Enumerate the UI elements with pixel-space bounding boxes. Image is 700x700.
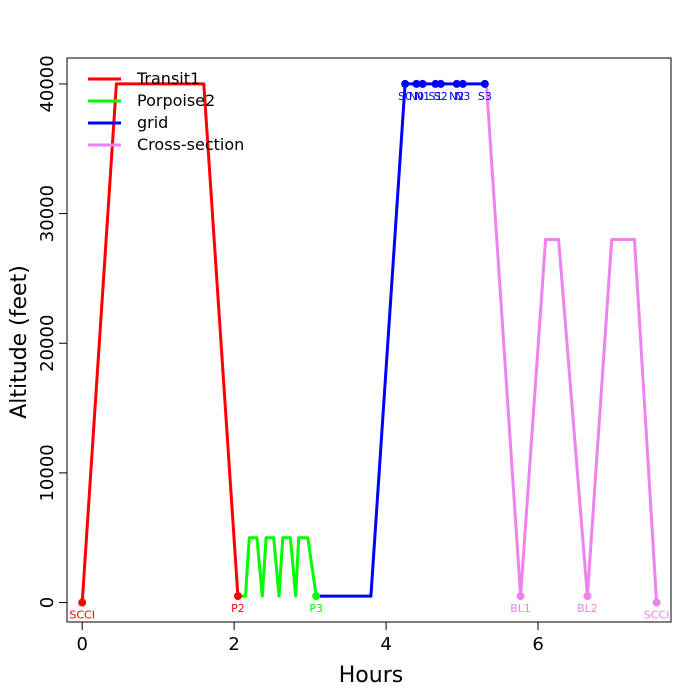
legend: Transit1 Porpoise2 grid Cross-section [88,69,244,154]
y-tick-label: 10000 [37,444,58,501]
y-tick-label: 40000 [37,55,58,112]
waypoint-label: S3 [478,90,492,103]
y-tick-label: 30000 [37,185,58,242]
series-line-cross-section [484,83,659,603]
waypoint-marker [233,592,242,601]
waypoint-marker [418,79,427,88]
x-axis-title: Hours [339,663,403,688]
legend-entry-label: grid [137,113,168,132]
waypoint-marker [516,592,525,601]
legend-entry-label: Cross-section [137,135,244,154]
waypoint-marker [312,592,321,601]
waypoint-marker [412,79,421,88]
waypoint-label: P3 [309,602,323,615]
waypoint-label: BL2 [577,602,598,615]
y-axis: 0 10000 20000 30000 40000 [37,55,67,608]
waypoint-marker [452,79,461,88]
waypoint-marker [458,79,467,88]
waypoint-marker [78,598,87,607]
x-tick-label: 6 [532,634,543,655]
waypoint-marker [436,79,445,88]
waypoint-label: N2 [449,90,464,103]
y-axis-title: Altitude (feet) [7,265,32,419]
legend-entry-label: Transit1 [136,69,200,88]
x-tick-label: 4 [380,634,391,655]
series-line-porpoise2 [237,536,318,598]
waypoint-label: S1 [428,90,442,103]
legend-entry-label: Porpoise2 [137,91,215,110]
waypoint-marker [480,79,489,88]
x-tick-label: 0 [76,634,87,655]
waypoint-label: N3 [455,90,470,103]
waypoint-marker [583,592,592,601]
waypoint-label: BL1 [510,602,531,615]
waypoint-label: SCCI [644,609,670,622]
x-tick-label: 2 [228,634,239,655]
x-axis: 0 2 4 6 [76,622,544,655]
waypoint-label: S2 [434,90,448,103]
waypoint-label: N0 [409,90,424,103]
waypoint-marker [652,598,661,607]
waypoint-label: SCCI [69,609,95,622]
plot-frame [66,57,672,623]
waypoint-label: S0 [398,90,412,103]
y-tick-label: 20000 [37,315,58,372]
waypoint-marker [401,79,410,88]
series-line-transit1 [80,82,240,603]
waypoint-label: N1 [415,90,430,103]
y-tick-label: 0 [37,597,58,608]
waypoint-label: P2 [231,602,245,615]
